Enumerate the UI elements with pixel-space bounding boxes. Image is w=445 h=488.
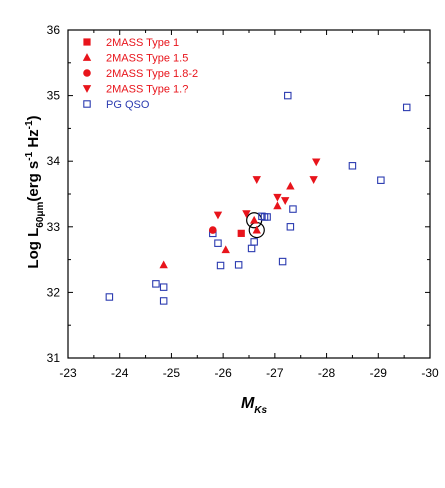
- data-point: [286, 223, 295, 231]
- x-axis-title: MKs: [241, 395, 268, 416]
- tick-marks: -23 -24 -25 -26 -27 -28 -29 -30 31 32 33 34 35 36: [47, 23, 439, 380]
- data-point: [278, 257, 287, 266]
- data-point: [237, 229, 245, 237]
- legend-marker: [83, 38, 91, 46]
- data-point: [252, 176, 261, 184]
- legend-marker: [82, 53, 92, 61]
- data-point: [105, 293, 114, 301]
- y-tick-label: 36: [47, 23, 61, 37]
- data-point: [209, 226, 217, 234]
- data-point: [402, 103, 411, 112]
- data-point: [263, 213, 271, 221]
- y-axis-title: Log L60μm(erg s-1 Hz-1): [24, 115, 46, 268]
- data-point: [159, 260, 168, 269]
- legend-marker: [82, 85, 92, 93]
- legend-label: 2MASS Type 1: [106, 37, 179, 49]
- data-point: [258, 212, 266, 221]
- legend-label: 2MASS Type 1.8-2: [106, 68, 198, 80]
- legend-label: 2MASS Type 1.5: [106, 53, 188, 65]
- data-point: [152, 280, 160, 288]
- legend-marker: [83, 69, 91, 77]
- data-point: [348, 162, 357, 170]
- y-tick-label: 31: [47, 351, 61, 365]
- data-point: [286, 181, 295, 190]
- legend-label: PG QSO: [106, 99, 150, 111]
- legend: 2MASS Type 1 2MASS Type 1.5 2MASS Type 1.8…: [82, 37, 198, 111]
- data-point: [159, 283, 168, 291]
- legend-marker: [83, 100, 91, 108]
- y-tick-label: 32: [47, 285, 61, 299]
- data-point: [249, 215, 259, 224]
- data-point: [284, 91, 292, 100]
- x-tick-label: -26: [214, 366, 232, 380]
- data-point: [159, 297, 168, 305]
- x-tick-label: -24: [111, 366, 129, 380]
- x-tick-label: -27: [266, 366, 284, 380]
- y-tick-label: 35: [47, 89, 61, 103]
- data-points: [105, 91, 411, 305]
- data-point: [214, 239, 222, 247]
- x-tick-label: -29: [370, 366, 388, 380]
- data-point: [221, 245, 230, 254]
- data-point: [377, 176, 385, 184]
- x-tick-label: -30: [421, 366, 439, 380]
- data-point: [234, 261, 243, 269]
- data-point: [252, 225, 261, 234]
- data-point: [273, 193, 282, 202]
- data-point: [242, 210, 251, 219]
- y-tick-label: 34: [47, 154, 61, 168]
- y-tick-label: 33: [47, 220, 61, 234]
- data-point: [216, 261, 225, 270]
- x-tick-label: -23: [59, 366, 77, 380]
- x-tick-label: -25: [163, 366, 181, 380]
- x-tick-label: -28: [318, 366, 336, 380]
- legend-label: 2MASS Type 1.?: [106, 84, 188, 96]
- data-point: [312, 158, 321, 167]
- data-point: [281, 197, 290, 205]
- data-point: [247, 244, 256, 253]
- data-point: [309, 176, 318, 184]
- data-point: [250, 238, 258, 246]
- data-point: [213, 211, 223, 220]
- data-point: [273, 201, 282, 210]
- data-point: [289, 205, 297, 213]
